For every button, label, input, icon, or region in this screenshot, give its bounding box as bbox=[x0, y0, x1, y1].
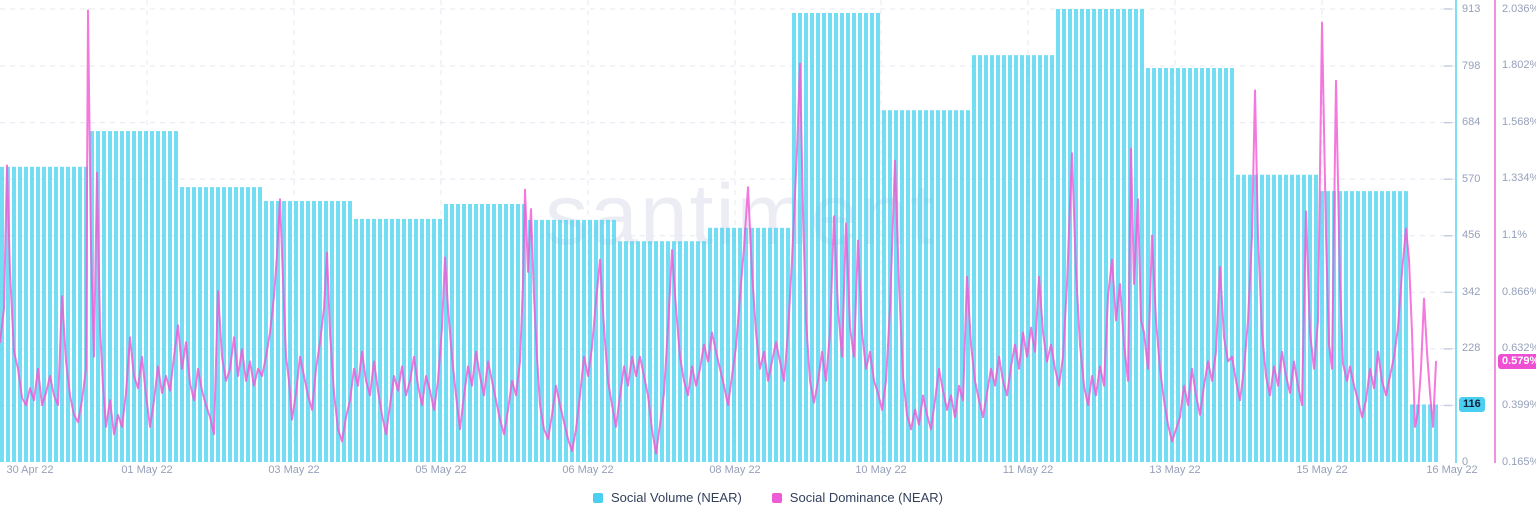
x-tick-label: 11 May 22 bbox=[1002, 464, 1054, 476]
chart-plot[interactable] bbox=[0, 0, 1536, 482]
legend: Social Volume (NEAR) Social Dominance (N… bbox=[0, 490, 1536, 505]
dominance-tick-label: 1.568% bbox=[1502, 115, 1536, 128]
volume-tick-label: 570 bbox=[1462, 172, 1481, 185]
volume-tick-label: 342 bbox=[1462, 285, 1481, 298]
volume-tick-label: 228 bbox=[1462, 342, 1481, 355]
dominance-tick-label: 0.399% bbox=[1502, 398, 1536, 411]
x-tick-label: 05 May 22 bbox=[415, 464, 467, 476]
legend-item-social-dominance[interactable]: Social Dominance (NEAR) bbox=[771, 490, 943, 505]
social-dominance-line bbox=[0, 9, 1437, 455]
x-tick-label: 15 May 22 bbox=[1296, 464, 1348, 476]
x-tick-label: 06 May 22 bbox=[562, 464, 614, 476]
volume-tick-label: 456 bbox=[1462, 229, 1481, 242]
social-volume-bars bbox=[0, 9, 1438, 463]
x-tick-label: 03 May 22 bbox=[268, 464, 320, 476]
dominance-tick-label: 0.632% bbox=[1502, 342, 1536, 355]
legend-item-social-volume[interactable]: Social Volume (NEAR) bbox=[593, 490, 742, 505]
dominance-tick-label: 0.866% bbox=[1502, 285, 1536, 298]
volume-tick-label: 913 bbox=[1462, 2, 1481, 15]
x-tick-label: 10 May 22 bbox=[855, 464, 907, 476]
legend-label-social-dominance: Social Dominance (NEAR) bbox=[789, 490, 943, 505]
volume-tick-label: 684 bbox=[1462, 116, 1481, 129]
dominance-tick-label: 0.165% bbox=[1502, 455, 1536, 468]
volume-current-value-badge: 116 bbox=[1459, 396, 1485, 412]
volume-tick-label: 0 bbox=[1462, 455, 1469, 468]
x-tick-label: 01 May 22 bbox=[121, 464, 173, 476]
social-volume-swatch-icon bbox=[593, 492, 604, 503]
legend-label-social-volume: Social Volume (NEAR) bbox=[611, 490, 742, 505]
x-tick-label: 08 May 22 bbox=[709, 464, 761, 476]
x-tick-label: 13 May 22 bbox=[1149, 464, 1201, 476]
social-dominance-swatch-icon bbox=[771, 492, 782, 503]
x-tick-label: 30 Apr 22 bbox=[6, 464, 54, 476]
x-tick-label: 16 May 22 bbox=[1426, 464, 1478, 476]
dominance-tick-label: 1.334% bbox=[1502, 172, 1536, 185]
volume-tick-label: 798 bbox=[1462, 59, 1481, 72]
dominance-current-value-badge: 0.579% bbox=[1498, 354, 1536, 370]
dominance-tick-label: 1.1% bbox=[1502, 229, 1528, 242]
dominance-tick-label: 1.802% bbox=[1502, 59, 1536, 72]
dominance-tick-label: 2.036% bbox=[1502, 2, 1536, 15]
